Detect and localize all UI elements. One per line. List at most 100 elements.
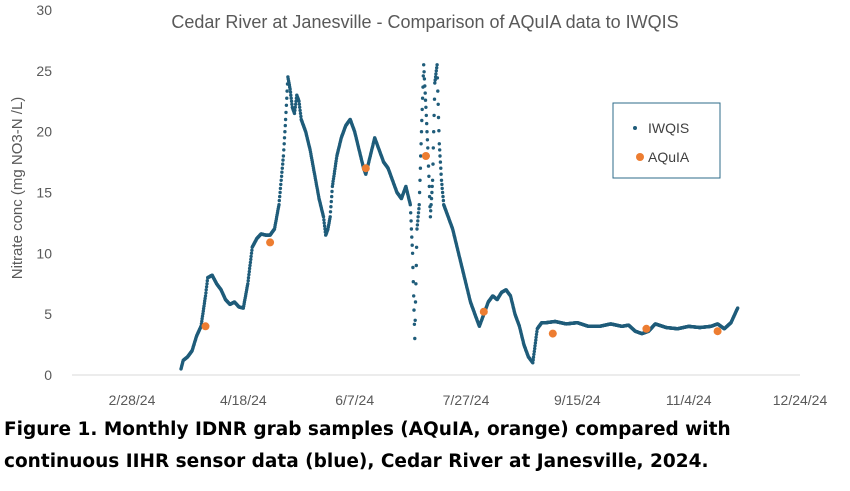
- iwqis-point: [333, 164, 338, 168]
- iwqis-point: [414, 282, 418, 286]
- x-tick-label: 12/24/24: [773, 392, 828, 408]
- iwqis-point: [299, 114, 303, 119]
- y-axis-ticks: 0 5 10 15 20 25 30: [36, 2, 52, 383]
- iwqis-point: [284, 103, 289, 108]
- iwqis-point: [417, 203, 421, 207]
- iwqis-point: [439, 178, 444, 182]
- iwqis-point: [429, 209, 433, 213]
- iwqis-point: [418, 166, 423, 170]
- iwqis-point: [204, 288, 208, 292]
- y-tick-label: 10: [36, 245, 52, 261]
- iwqis-point: [322, 218, 326, 222]
- iwqis-point: [322, 224, 327, 228]
- iwqis-point: [202, 301, 207, 306]
- iwqis-point: [328, 215, 332, 219]
- iwqis-point: [200, 317, 204, 321]
- iwqis-point: [201, 306, 206, 311]
- iwqis-point: [441, 194, 445, 199]
- iwqis-point: [436, 115, 441, 120]
- iwqis-point: [435, 66, 439, 70]
- iwqis-point: [414, 245, 419, 249]
- legend-iwqis-label: IWQIS: [648, 120, 689, 136]
- iwqis-point: [333, 167, 337, 171]
- iwqis-point: [289, 96, 293, 100]
- y-tick-label: 0: [44, 367, 52, 383]
- figure-caption: Figure 1. Monthly IDNR grab samples (AQu…: [4, 414, 846, 478]
- iwqis-point: [334, 161, 338, 166]
- iwqis-point: [201, 312, 205, 316]
- iwqis-point: [279, 174, 284, 178]
- iwqis-point: [410, 235, 414, 239]
- iwqis-point: [421, 74, 425, 78]
- iwqis-point: [411, 265, 415, 270]
- iwqis-point: [533, 344, 537, 348]
- iwqis-point: [282, 148, 286, 152]
- iwqis-point: [417, 207, 421, 211]
- iwqis-point: [330, 189, 334, 194]
- iwqis-point: [277, 198, 281, 203]
- iwqis-point: [294, 99, 298, 104]
- legend-box: [612, 102, 721, 179]
- iwqis-point: [427, 184, 431, 189]
- iwqis-point: [429, 203, 433, 207]
- iwqis-point: [419, 130, 424, 134]
- iwqis-point: [438, 154, 442, 158]
- iwqis-point: [280, 170, 284, 174]
- iwqis-point: [430, 184, 434, 189]
- iwqis-point: [202, 304, 206, 308]
- iwqis-point: [416, 215, 420, 219]
- iwqis-point: [430, 190, 434, 195]
- iwqis-point: [433, 81, 437, 85]
- iwqis-point: [423, 91, 427, 95]
- iwqis-point: [247, 266, 252, 271]
- iwqis-point: [440, 182, 444, 187]
- aquia-point: [201, 322, 210, 331]
- iwqis-point: [412, 308, 416, 312]
- iwqis-point: [531, 358, 535, 362]
- iwqis-point: [423, 98, 428, 102]
- iwqis-point: [425, 138, 430, 142]
- iwqis-point: [533, 346, 537, 351]
- legend-iwqis-marker: [633, 126, 637, 130]
- iwqis-point: [412, 322, 417, 326]
- iwqis-point: [441, 198, 446, 203]
- iwqis-point: [417, 190, 422, 195]
- x-axis-ticks: 2/28/24 4/18/24 6/7/24 7/27/24 9/15/24 11/4/2…: [109, 392, 828, 408]
- x-tick-label: 9/15/24: [554, 392, 601, 408]
- iwqis-point: [334, 156, 339, 161]
- iwqis-point: [437, 129, 441, 133]
- iwqis-point: [533, 341, 538, 345]
- iwqis-point: [422, 63, 426, 67]
- iwqis-point: [413, 336, 417, 341]
- iwqis-point: [250, 248, 254, 252]
- y-tick-label: 5: [44, 306, 52, 322]
- iwqis-point: [330, 184, 335, 189]
- iwqis-point: [425, 121, 429, 126]
- iwqis-point: [439, 172, 443, 176]
- iwqis-point: [293, 105, 297, 110]
- iwqis-point: [278, 190, 282, 195]
- iwqis-point: [418, 178, 422, 182]
- iwqis-point: [331, 182, 335, 186]
- iwqis-point: [535, 329, 539, 334]
- iwqis-point: [332, 172, 336, 176]
- iwqis-point: [248, 260, 253, 265]
- iwqis-point: [285, 89, 289, 93]
- iwqis-point: [420, 107, 424, 112]
- iwqis-point: [435, 76, 440, 80]
- iwqis-point: [438, 160, 443, 164]
- iwqis-point: [283, 130, 287, 134]
- caption-line-1: Figure 1. Monthly IDNR grab samples (AQu…: [4, 419, 731, 440]
- iwqis-point: [424, 113, 428, 118]
- iwqis-point: [427, 174, 431, 178]
- iwqis-point: [248, 263, 252, 268]
- iwqis-point: [534, 338, 538, 342]
- iwqis-point: [422, 70, 426, 74]
- iwqis-point: [440, 186, 444, 191]
- iwqis-point: [278, 194, 282, 199]
- y-tick-label: 20: [36, 124, 52, 140]
- iwqis-point: [321, 215, 326, 219]
- iwqis-point: [430, 178, 435, 182]
- iwqis-point: [419, 154, 423, 158]
- iwqis-point: [416, 211, 421, 215]
